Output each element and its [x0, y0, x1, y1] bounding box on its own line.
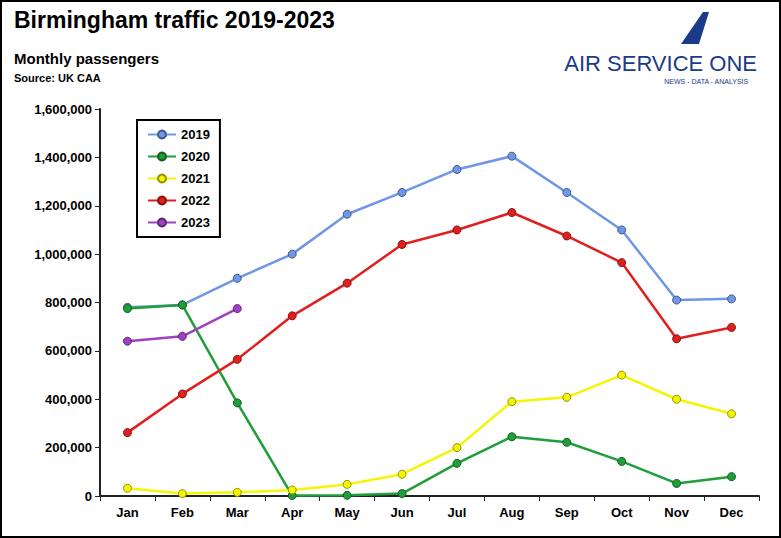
svg-text:AIR SERVICE ONE: AIR SERVICE ONE — [564, 51, 757, 76]
svg-text:Sep: Sep — [555, 505, 579, 520]
svg-text:2021: 2021 — [181, 171, 210, 186]
svg-text:2022: 2022 — [181, 193, 210, 208]
svg-text:Monthly passengers: Monthly passengers — [14, 50, 159, 67]
svg-text:Oct: Oct — [611, 505, 633, 520]
svg-text:May: May — [334, 505, 360, 520]
svg-text:Jul: Jul — [448, 505, 467, 520]
svg-text:Nov: Nov — [664, 505, 689, 520]
svg-text:400,000: 400,000 — [45, 392, 92, 407]
svg-text:600,000: 600,000 — [45, 343, 92, 358]
svg-text:2023: 2023 — [181, 215, 210, 230]
svg-text:1,600,000: 1,600,000 — [34, 102, 92, 117]
svg-text:Mar: Mar — [226, 505, 249, 520]
svg-text:NEWS - DATA - ANALYSIS: NEWS - DATA - ANALYSIS — [664, 78, 748, 85]
svg-text:2020: 2020 — [181, 149, 210, 164]
svg-text:2019: 2019 — [181, 127, 210, 142]
svg-text:Jun: Jun — [390, 505, 413, 520]
svg-text:1,200,000: 1,200,000 — [34, 198, 92, 213]
svg-text:0: 0 — [85, 489, 92, 504]
svg-text:Birmingham traffic 2019-2023: Birmingham traffic 2019-2023 — [14, 7, 335, 33]
svg-text:200,000: 200,000 — [45, 440, 92, 455]
svg-text:Aug: Aug — [499, 505, 524, 520]
svg-text:Dec: Dec — [720, 505, 744, 520]
svg-text:Source: UK CAA: Source: UK CAA — [14, 72, 101, 84]
svg-text:Jan: Jan — [116, 505, 138, 520]
svg-text:Apr: Apr — [281, 505, 303, 520]
svg-text:800,000: 800,000 — [45, 295, 92, 310]
svg-text:1,400,000: 1,400,000 — [34, 150, 92, 165]
svg-text:1,000,000: 1,000,000 — [34, 247, 92, 262]
svg-text:Feb: Feb — [171, 505, 194, 520]
